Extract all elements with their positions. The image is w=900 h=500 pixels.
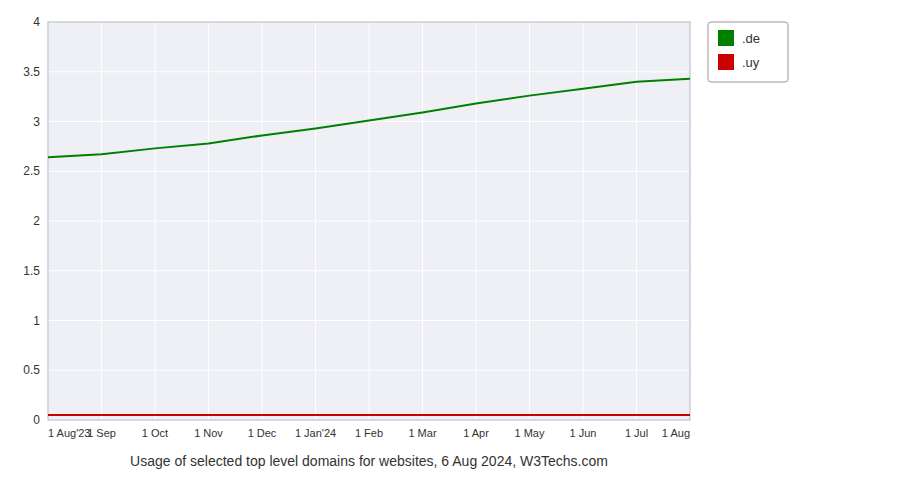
grid-line-x [422,22,423,420]
x-tick-label: 1 Jan'24 [295,427,336,439]
y-axis: 0 0.5 1 1.5 2 2.5 3 3.5 4 [23,15,40,427]
y-tick-label: 3 [33,115,40,129]
y-tick-label: 3.5 [23,65,40,79]
plot-frame [48,22,690,420]
grid-line-x [155,22,156,420]
legend-label: .uy [742,55,760,70]
grid-line-x [315,22,316,420]
chart-container: 0 0.5 1 1.5 2 2.5 3 3.5 4 1 Aug'231 Sep 1 Oct 1 Nov… [0,0,900,500]
series-line [48,414,690,416]
grid-line-x [262,22,263,420]
chart-title: Usage of selected top level domains for … [130,453,608,469]
x-tick-label: 1 Feb [355,427,383,439]
y-tick-label: 2.5 [23,164,40,178]
grid-line-x [101,22,102,420]
x-tick-label: 1 Jul [625,427,648,439]
grid-line-x [476,22,477,420]
y-tick-label: 0.5 [23,363,40,377]
x-tick-label: 1 Aug'23 [48,427,90,439]
grid [48,22,690,420]
y-tick-label: 2 [33,214,40,228]
legend: .de .uy [708,22,788,82]
grid-line-x [583,22,584,420]
y-tick-label: 0 [33,413,40,427]
x-tick-label: 1 Aug [662,427,690,439]
chart-svg: 0 0.5 1 1.5 2 2.5 3 3.5 4 1 Aug'231 Sep 1 Oct 1 Nov… [0,0,900,500]
y-tick-label: 4 [33,15,40,29]
lines [48,79,690,415]
legend-swatch [718,54,734,70]
series-line [48,79,690,158]
x-tick-label: 1 Apr [463,427,489,439]
x-axis: 1 Aug'231 Sep 1 Oct 1 Nov 1 Dec 1 Jan'24 1 Fe… [48,427,690,439]
y-tick-label: 1.5 [23,264,40,278]
grid-line-x [529,22,530,420]
x-tick-label: 1 Sep [87,427,116,439]
y-tick-label: 1 [33,314,40,328]
legend-label: .de [742,31,760,46]
legend-box [708,22,788,82]
plot-background [48,22,690,420]
x-tick-label: 1 Jun [570,427,597,439]
x-tick-label: 1 Nov [194,427,223,439]
x-tick-label: 1 Oct [142,427,168,439]
x-tick-label: 1 May [515,427,545,439]
grid-line-x [369,22,370,420]
legend-swatch [718,30,734,46]
x-tick-label: 1 Mar [408,427,436,439]
grid-line-x [208,22,209,420]
x-tick-label: 1 Dec [248,427,277,439]
